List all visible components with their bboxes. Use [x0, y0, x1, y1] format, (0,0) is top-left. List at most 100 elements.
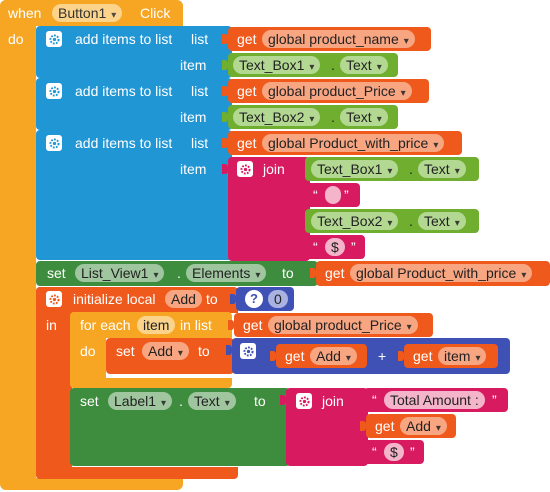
close-quote: ” — [410, 444, 415, 460]
text-string-block[interactable]: “ $ ” — [364, 440, 424, 464]
component-dropdown[interactable]: Label1 — [108, 392, 173, 410]
variable-dropdown[interactable]: global Product_with_price — [350, 264, 533, 282]
connector-tab — [222, 34, 228, 44]
in-list-label: in list — [180, 317, 212, 333]
loop-item-var-field[interactable]: item — [137, 316, 176, 334]
variable-dropdown[interactable]: global product_Price — [262, 82, 412, 100]
get-keyword: get — [243, 317, 263, 333]
component-dropdown[interactable]: Text_Box1 — [233, 56, 321, 74]
connector-tab — [360, 421, 366, 431]
init-spine — [36, 287, 72, 479]
string-value-total-amount[interactable]: Total Amount : — [384, 391, 485, 409]
join-keyword: join — [263, 161, 285, 177]
button1-dropdown[interactable]: Button1 — [52, 4, 123, 22]
add-items-block-1[interactable] — [36, 26, 232, 78]
variable-dropdown[interactable]: Add — [142, 342, 189, 360]
text-string-block[interactable]: “ Total Amount : ” — [364, 388, 508, 412]
list-socket-label: list — [191, 135, 209, 151]
dot-separator: . — [179, 393, 183, 409]
mutator-gear-icon[interactable] — [46, 291, 62, 307]
variable-dropdown[interactable]: item — [438, 347, 487, 365]
textbox2-text-getter[interactable]: Text_Box2 . Text — [305, 209, 479, 233]
click-event-label: Click — [140, 5, 171, 21]
in-keyword: in — [46, 317, 57, 333]
variable-dropdown[interactable]: global Product_with_price — [262, 134, 445, 152]
open-quote: “ — [372, 444, 377, 460]
add-items-block-2[interactable] — [36, 78, 232, 130]
mutator-gear-icon[interactable] — [46, 135, 62, 151]
variable-dropdown[interactable]: global product_Price — [268, 316, 418, 334]
set-listview-elements-block[interactable]: set List_View1 . Elements to — [36, 261, 318, 286]
variable-dropdown[interactable]: global product_name — [262, 30, 415, 48]
get-keyword: get — [285, 348, 305, 364]
get-global-product-price-block[interactable]: get global product_Price — [228, 313, 433, 337]
get-keyword: get — [413, 348, 433, 364]
to-keyword: to — [206, 291, 218, 307]
get-global-product-name-block[interactable]: get global product_name — [222, 27, 431, 51]
property-dropdown[interactable]: Text — [418, 212, 466, 230]
get-add-block[interactable]: get Add — [360, 414, 456, 438]
text-string-block[interactable]: “ ” — [305, 183, 360, 207]
for-each-label: for each — [80, 317, 131, 333]
event-spine — [0, 0, 36, 488]
string-value-space[interactable] — [325, 186, 341, 204]
property-dropdown[interactable]: Text — [418, 160, 466, 178]
property-dropdown[interactable]: Text — [188, 392, 236, 410]
dot-separator: . — [409, 161, 413, 177]
property-dropdown[interactable]: Text — [340, 108, 388, 126]
get-global-product-with-price-block[interactable]: get global Product_with_price — [222, 131, 462, 155]
get-item-block[interactable]: get item — [398, 344, 498, 368]
add-items-block-3[interactable] — [36, 130, 232, 260]
add-items-label: add items to list — [75, 83, 173, 99]
local-var-name-field[interactable]: Add — [165, 290, 202, 308]
connector-tab — [222, 112, 228, 122]
mutator-gear-icon[interactable] — [46, 83, 62, 99]
set-add-block[interactable]: set Add to — [106, 338, 234, 374]
dot-separator: . — [331, 57, 335, 73]
event-block-button1-click[interactable]: when Button1 Click do — [0, 0, 183, 492]
mutator-gear-icon[interactable] — [240, 343, 256, 359]
connector-tab — [398, 351, 404, 361]
property-dropdown[interactable]: Elements — [186, 264, 267, 282]
property-dropdown[interactable]: Text — [340, 56, 388, 74]
get-global-product-price-block[interactable]: get global product_Price — [222, 79, 429, 103]
mutator-gear-icon[interactable] — [296, 393, 312, 409]
mutator-gear-icon[interactable] — [46, 31, 62, 47]
to-keyword: to — [198, 343, 210, 359]
string-value-dollar[interactable]: $ — [384, 443, 404, 461]
connector-tab — [226, 345, 232, 355]
to-keyword: to — [282, 265, 294, 281]
math-number-block[interactable]: ? 0 — [230, 287, 294, 311]
number-value-field[interactable]: 0 — [268, 290, 288, 308]
textbox1-text-getter[interactable]: Text_Box1 . Text — [305, 157, 479, 181]
get-keyword: get — [237, 135, 257, 151]
mutator-gear-icon[interactable] — [237, 161, 253, 177]
item-socket-label: item — [180, 109, 207, 125]
component-dropdown[interactable]: List_View1 — [75, 264, 165, 282]
get-add-block[interactable]: get Add — [270, 344, 367, 368]
item-socket-label: item — [180, 57, 207, 73]
textbox2-text-getter[interactable]: Text_Box2 . Text — [222, 105, 398, 129]
close-quote: ” — [351, 239, 356, 255]
set-label-text-block[interactable]: set Label1 . Text to — [70, 388, 290, 466]
close-quote: ” — [344, 187, 349, 203]
string-value-dollar[interactable]: $ — [325, 238, 345, 256]
help-icon[interactable]: ? — [245, 290, 263, 308]
variable-dropdown[interactable]: Add — [310, 347, 357, 365]
initialize-local-block[interactable] — [36, 287, 238, 479]
get-global-product-with-price-block[interactable]: get global Product_with_price — [310, 261, 550, 286]
for-each-footer — [70, 378, 232, 388]
text-string-block[interactable]: “ $ ” — [305, 235, 365, 259]
connector-tab — [222, 60, 228, 70]
open-quote: “ — [372, 392, 377, 408]
textbox1-text-getter[interactable]: Text_Box1 . Text — [222, 53, 398, 77]
get-keyword: get — [375, 418, 395, 434]
component-dropdown[interactable]: Text_Box2 — [233, 108, 321, 126]
connector-tab — [310, 268, 316, 278]
variable-dropdown[interactable]: Add — [400, 417, 447, 435]
for-each-spine — [70, 312, 106, 388]
initialize-local-label: initialize local — [73, 291, 156, 307]
init-footer — [36, 467, 238, 479]
component-dropdown[interactable]: Text_Box2 — [311, 212, 399, 230]
component-dropdown[interactable]: Text_Box1 — [311, 160, 399, 178]
